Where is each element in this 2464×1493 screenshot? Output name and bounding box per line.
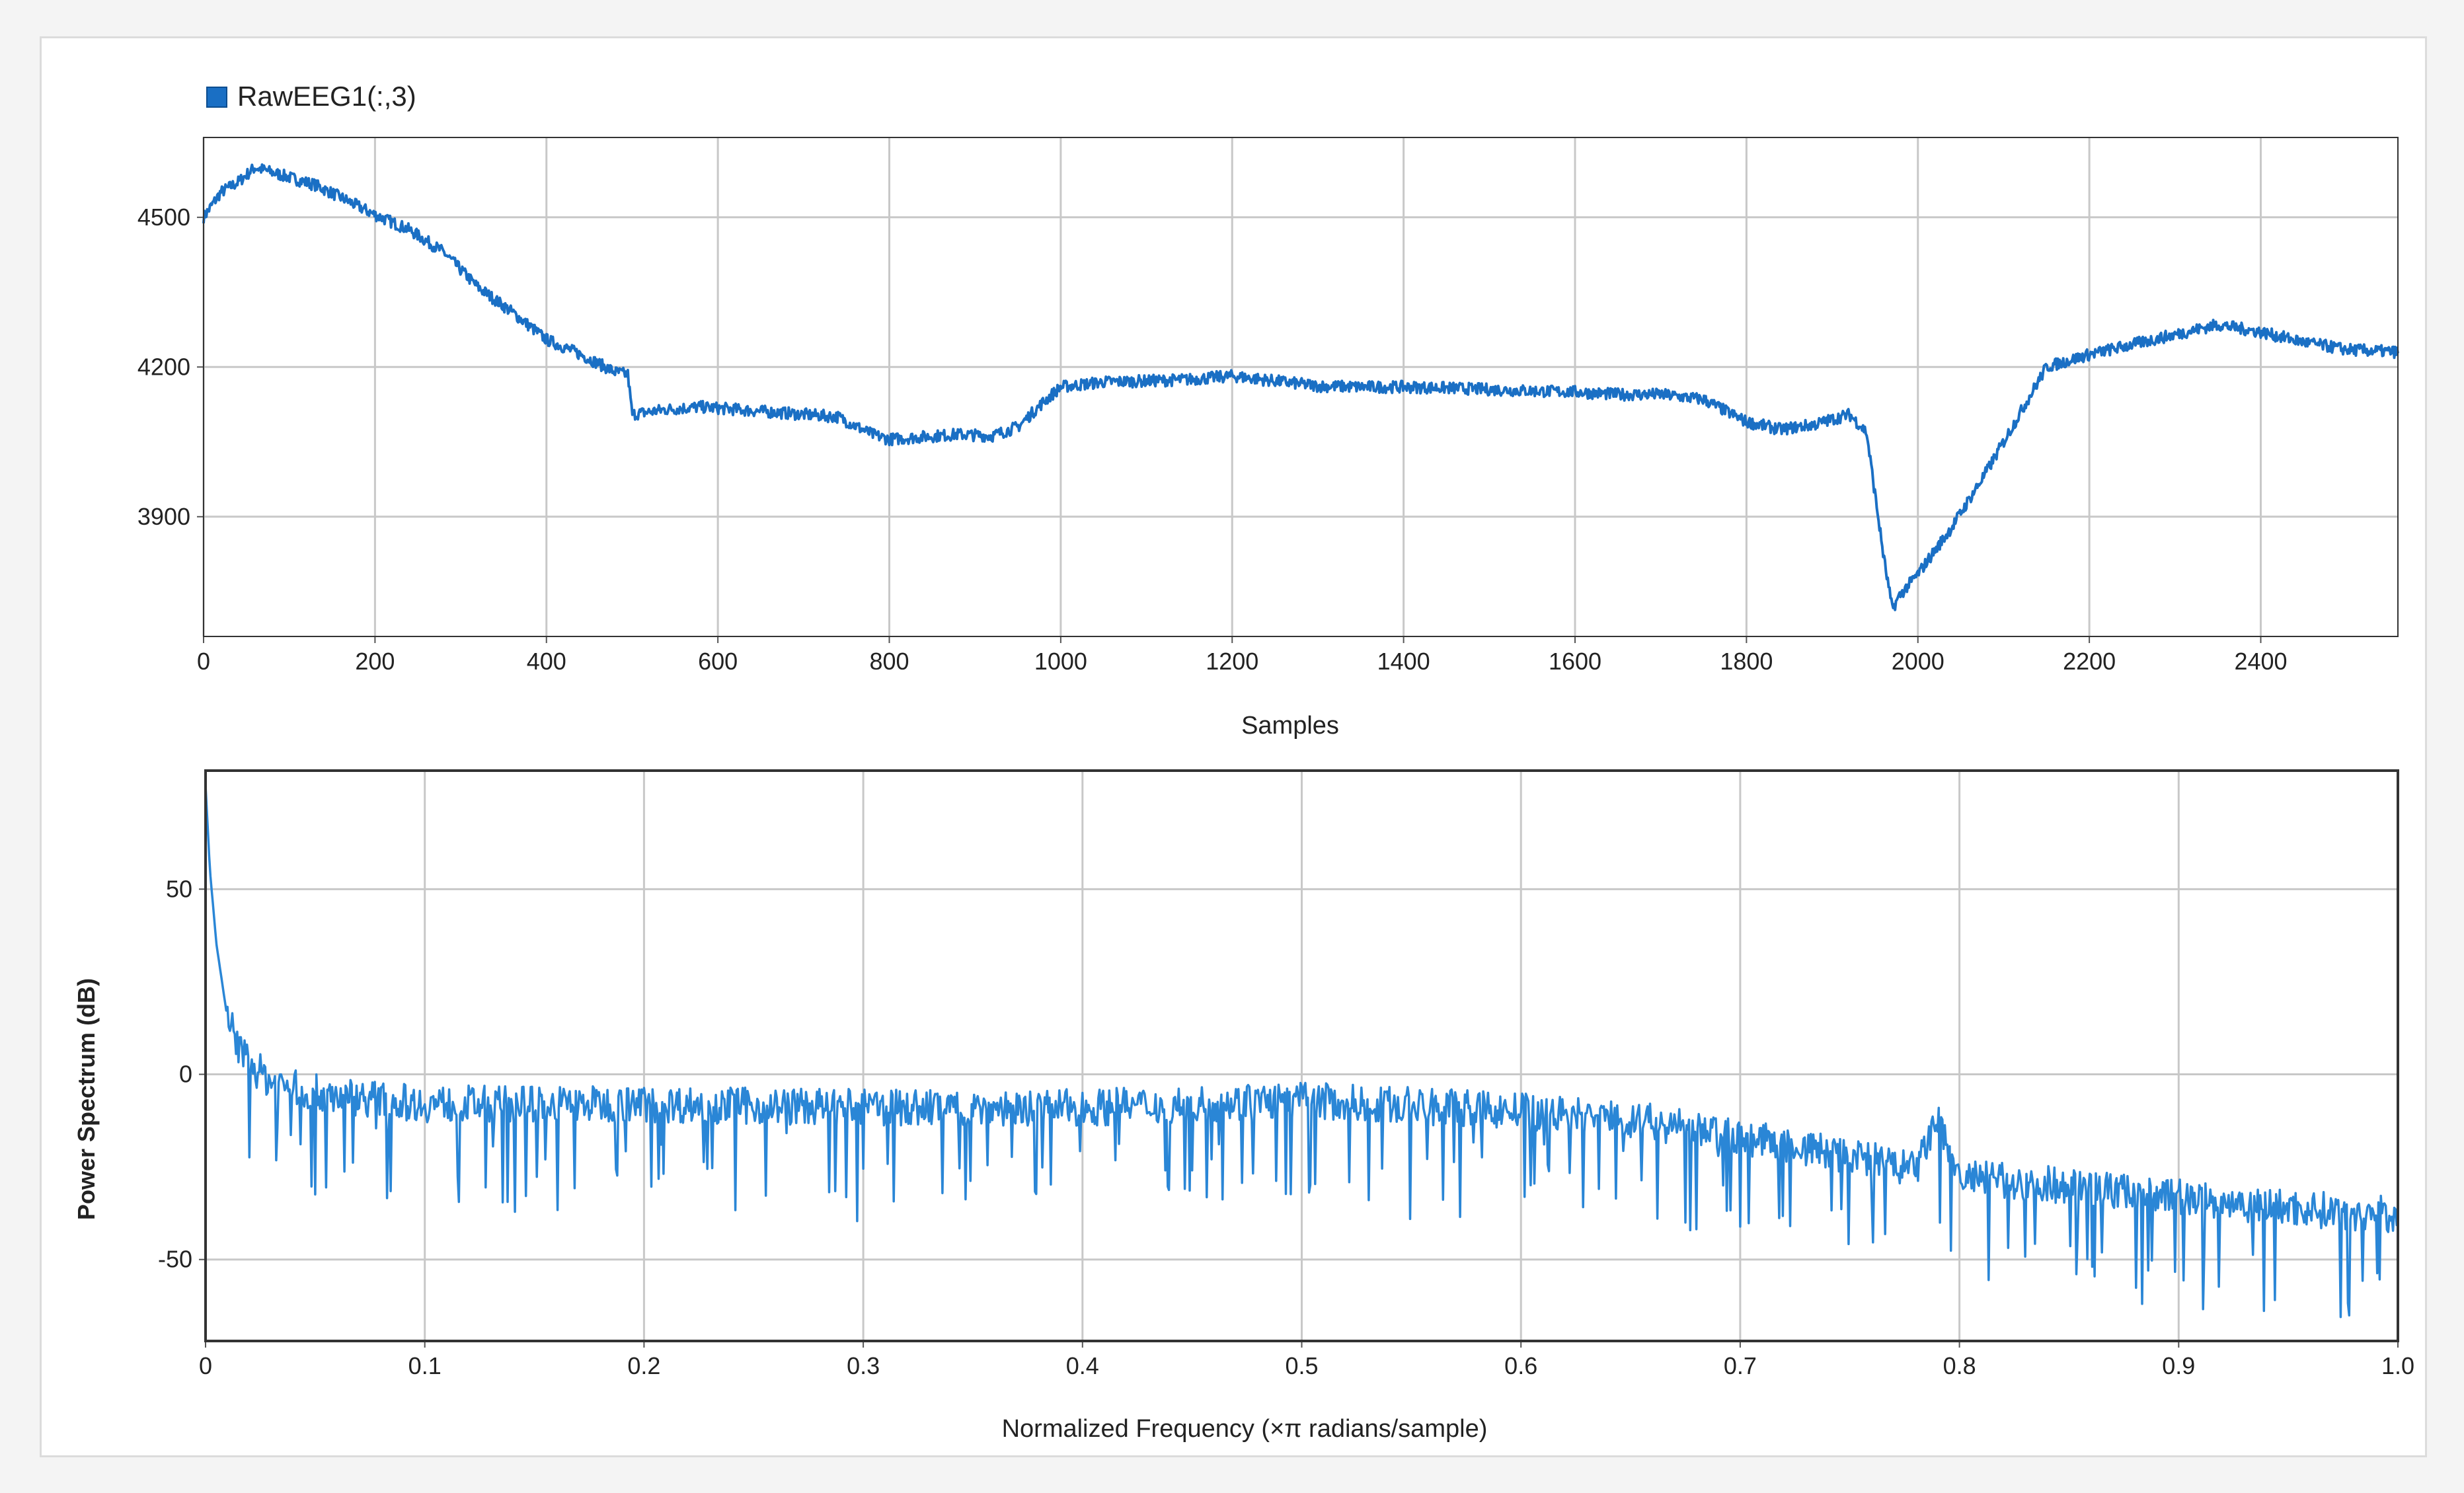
raw-eeg-x-tick-label: 1400: [1377, 648, 1430, 675]
spectrum-y-axis-title: Power Spectrum (dB): [73, 978, 100, 1220]
power-spectrum-plot: Normalized Frequency (×π radians/sample)…: [73, 769, 2414, 1443]
raw-eeg-y-tick-label: 4500: [137, 204, 190, 231]
spectrum-x-tick-label: 0.7: [1724, 1352, 1757, 1379]
spectrum-x-tick-label: 0.1: [408, 1352, 442, 1379]
raw-eeg-x-axis-title: Samples: [1241, 712, 1339, 740]
raw-eeg-plot: RawEEG1(:,3) Samples 0 200 400 600 800 1000 12…: [137, 81, 2399, 740]
raw-eeg-x-tick-label: 2400: [2234, 648, 2287, 675]
spectrum-x-tick-label: 0.2: [627, 1352, 660, 1379]
raw-eeg-x-tick-label: 1200: [1206, 648, 1258, 675]
spectrum-x-tick-label: 1.0: [2381, 1352, 2414, 1379]
raw-eeg-x-tick-label: 2200: [2063, 648, 2116, 675]
raw-eeg-plot-border: [203, 137, 2399, 637]
raw-eeg-x-tick-label: 1600: [1549, 648, 1601, 675]
spectrum-y-tick-label: -50: [158, 1246, 192, 1273]
raw-eeg-y-tick-label: 4200: [137, 353, 190, 380]
raw-eeg-x-tick-label: 2000: [1892, 648, 1944, 675]
spectrum-series-line: [204, 785, 2399, 1319]
spectrum-plot-border: [204, 769, 2399, 1342]
raw-eeg-x-tick-label: 600: [698, 648, 738, 675]
figure-window: RawEEG1(:,3) Samples 0 200 400 600 800 1000 12…: [40, 36, 2427, 1457]
raw-eeg-x-tick-label: 400: [527, 648, 566, 675]
raw-eeg-x-tick-label: 0: [197, 648, 210, 675]
spectrum-y-tick-label: 0: [179, 1061, 192, 1088]
spectrum-x-tick-label: 0.4: [1066, 1352, 1099, 1379]
spectrum-x-tick-label: 0: [199, 1352, 212, 1379]
spectrum-x-tick-label: 0.3: [847, 1352, 880, 1379]
raw-eeg-x-tick-label: 800: [869, 648, 909, 675]
spectrum-x-axis-title: Normalized Frequency (×π radians/sample): [1002, 1415, 1488, 1443]
raw-eeg-y-tick-label: 3900: [137, 503, 190, 530]
spectrum-x-tick-label: 0.9: [2162, 1352, 2195, 1379]
spectrum-x-tick-label: 0.5: [1285, 1352, 1318, 1379]
raw-eeg-plot-area: [204, 137, 2398, 636]
spectrum-y-tick-label: 50: [166, 875, 192, 902]
raw-eeg-x-tick-label: 1000: [1034, 648, 1087, 675]
spectrum-x-tick-label: 0.8: [1943, 1352, 1976, 1379]
raw-eeg-x-tick-label: 200: [355, 648, 395, 675]
raw-eeg-legend-marker: [206, 87, 227, 108]
raw-eeg-series-line: [202, 163, 2399, 611]
raw-eeg-legend-label: RawEEG1(:,3): [237, 81, 416, 112]
spectrum-x-tick-label: 0.6: [1504, 1352, 1537, 1379]
raw-eeg-x-tick-label: 1800: [1720, 648, 1773, 675]
eeg-figure: RawEEG1(:,3) Samples 0 200 400 600 800 1000 12…: [73, 81, 2414, 1443]
